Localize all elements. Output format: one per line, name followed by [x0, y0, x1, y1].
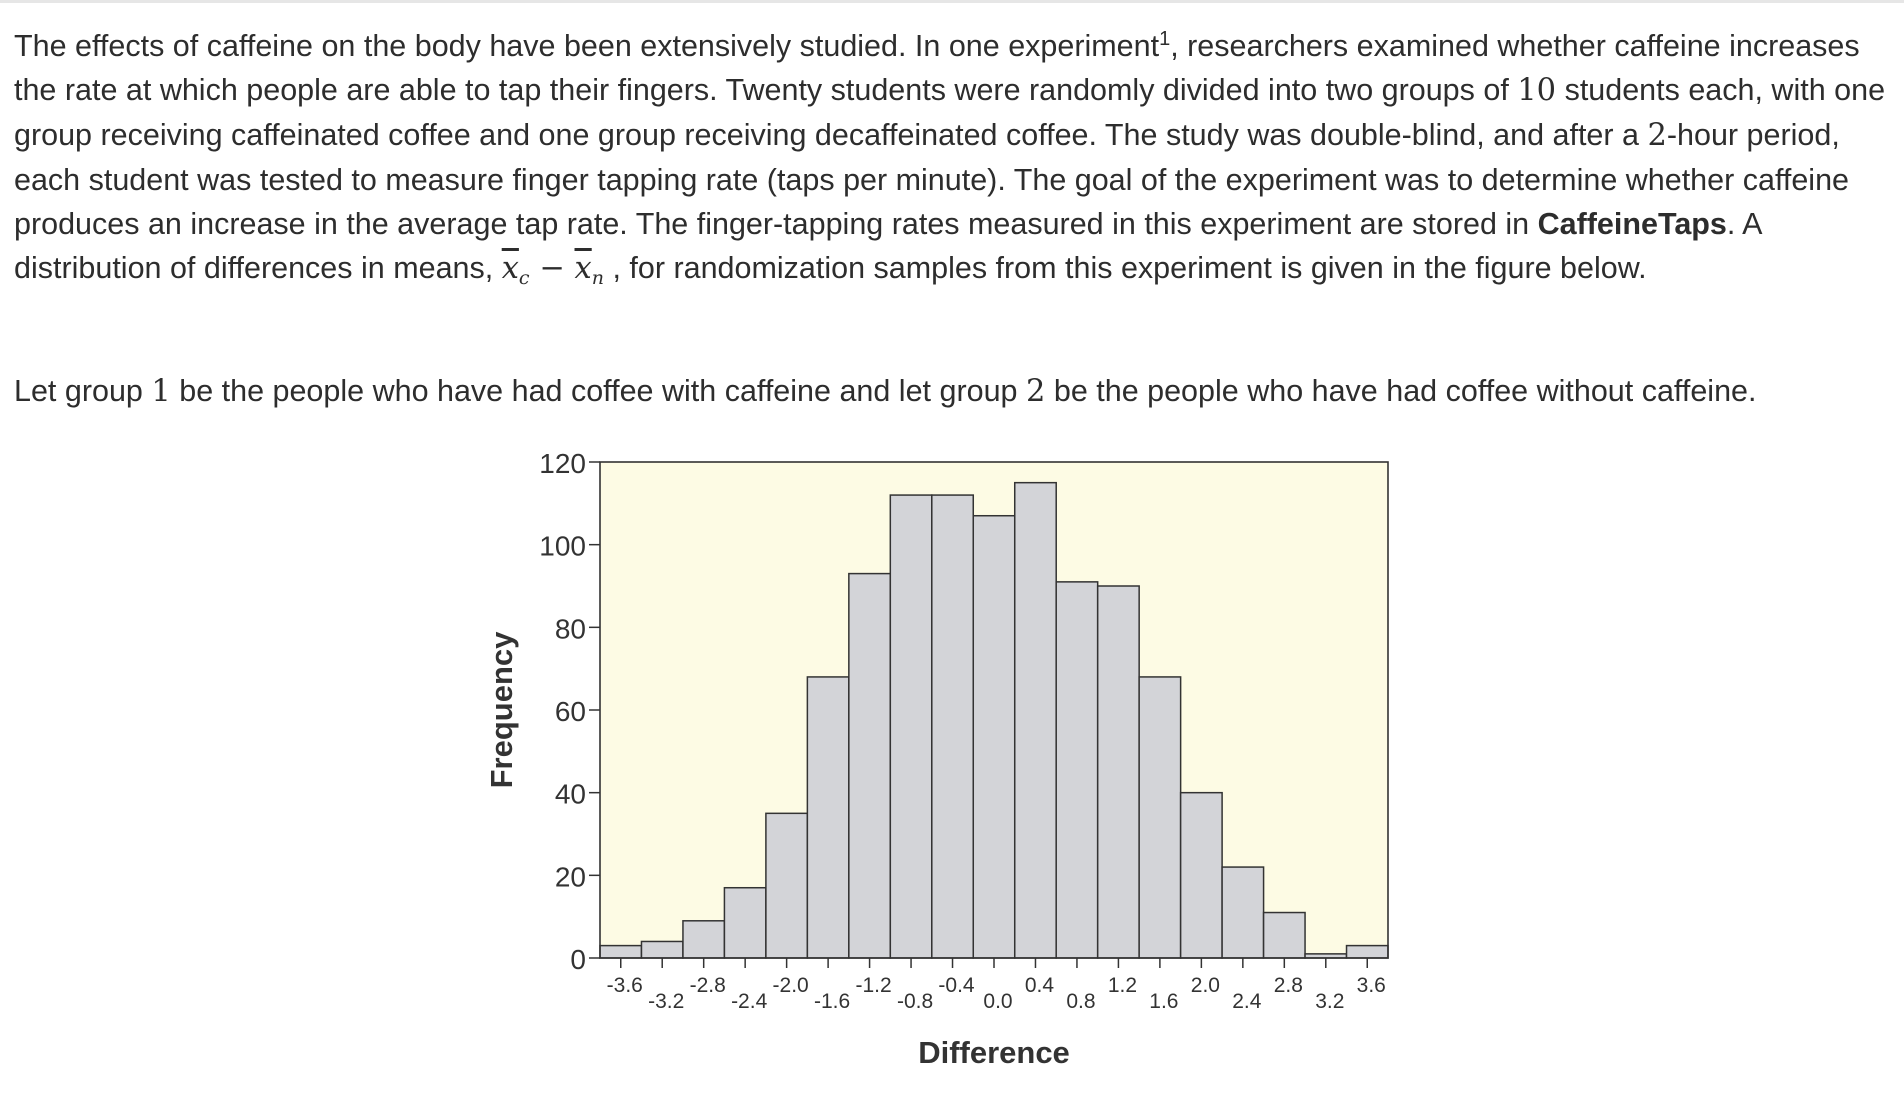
histogram-chart: 0 20 40 60 80 100 120 -3.6 -2.8 -2.0 -1.2 -0.4 0.4 1…	[484, 448, 1389, 1070]
x-tick-label: -1.6	[814, 990, 850, 1013]
x-tick-label: -2.0	[773, 974, 809, 997]
group-size-number: 10	[1517, 73, 1557, 109]
histogram-bar	[1221, 866, 1265, 959]
x-tick-label: 0.4	[1025, 974, 1055, 997]
x-tick-label: -3.6	[607, 974, 643, 997]
hours-number: 2	[1647, 118, 1667, 154]
top-divider	[0, 0, 1904, 3]
x-tick-label: 0.0	[983, 990, 1012, 1013]
histogram-bar	[1262, 911, 1306, 959]
x-tick-label: -0.4	[938, 974, 975, 997]
y-tick-label: 20	[555, 861, 586, 892]
y-tick-label: 120	[539, 448, 586, 479]
text-segment: . A distribution of differences in means…	[14, 207, 1761, 286]
group-1-number: 1	[151, 374, 171, 409]
histogram-bar	[599, 944, 643, 959]
x-tick-label: -0.8	[897, 990, 933, 1013]
histogram-bar	[1345, 944, 1389, 959]
footnote-marker: 1	[1159, 28, 1171, 50]
xbar-symbol: x	[501, 251, 519, 287]
problem-paragraph: The effects of caffeine on the body have…	[14, 17, 1886, 300]
minus-sign: −	[529, 251, 575, 287]
x-tick-label: 3.2	[1315, 990, 1344, 1013]
x-tick-label: 1.2	[1108, 974, 1137, 997]
histogram-bar	[1179, 791, 1223, 959]
histogram-bar	[765, 812, 809, 959]
histogram-bar	[1013, 481, 1057, 959]
histogram-bar	[931, 494, 975, 959]
x-axis-label: Difference	[918, 1035, 1070, 1070]
x-tick-label: -2.4	[731, 990, 768, 1013]
histogram-bar	[1138, 676, 1182, 959]
text-segment: be the people who have had coffee with c…	[170, 374, 1026, 408]
histogram-bar	[1055, 581, 1099, 959]
x-tick-label: -2.8	[690, 974, 726, 997]
x-tick-label: -1.2	[855, 974, 891, 997]
text-segment: -hour period, each student was tested to…	[14, 118, 1850, 242]
y-tick-label: 0	[570, 944, 586, 975]
text-segment: students each, with one group receiving …	[14, 73, 1886, 153]
text-segment: be the people who have had coffee withou…	[1045, 374, 1757, 408]
x-tick-label: 3.6	[1357, 974, 1386, 997]
group-2-number: 2	[1025, 374, 1046, 409]
text-segment: , for randomization samples from this ex…	[603, 251, 1647, 286]
x-tick-label: 2.8	[1274, 974, 1303, 997]
text-segment: Let group	[14, 374, 152, 408]
histogram-bar	[972, 514, 1016, 959]
subscript-c: c	[518, 267, 530, 290]
difference-expression: xc − xn	[501, 251, 604, 290]
y-tick-label: 80	[555, 613, 586, 644]
subscript-n: n	[591, 267, 604, 290]
text-segment: The effects of caffeine on the body have…	[14, 29, 1160, 64]
y-tick-label: 60	[555, 696, 586, 727]
histogram-bar	[806, 676, 850, 959]
x-tick-label: -3.2	[648, 990, 684, 1013]
x-tick-label: 1.6	[1149, 990, 1178, 1013]
histogram-bar	[682, 920, 726, 959]
histogram-bar	[723, 886, 767, 959]
histogram-bar	[848, 572, 892, 959]
histogram-bar	[889, 494, 933, 959]
dataset-name: CaffeineTaps	[1537, 207, 1727, 242]
text-segment: , researchers examined whether caffeine …	[14, 29, 1860, 108]
y-tick-label: 100	[539, 531, 586, 562]
histogram-bar	[1096, 585, 1140, 959]
histogram-bar	[640, 940, 684, 959]
y-axis-label: Frequency	[484, 631, 519, 789]
y-tick-label: 40	[555, 779, 586, 810]
xbar-symbol: x	[574, 251, 592, 287]
x-tick-label: 2.0	[1191, 974, 1220, 997]
x-tick-label: 2.4	[1232, 990, 1262, 1013]
x-tick-label: 0.8	[1066, 990, 1095, 1013]
group-definition-paragraph: Let group 1 be the people who have had c…	[14, 369, 1886, 414]
